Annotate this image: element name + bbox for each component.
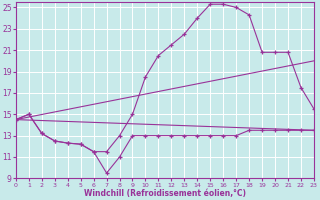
X-axis label: Windchill (Refroidissement éolien,°C): Windchill (Refroidissement éolien,°C) xyxy=(84,189,246,198)
